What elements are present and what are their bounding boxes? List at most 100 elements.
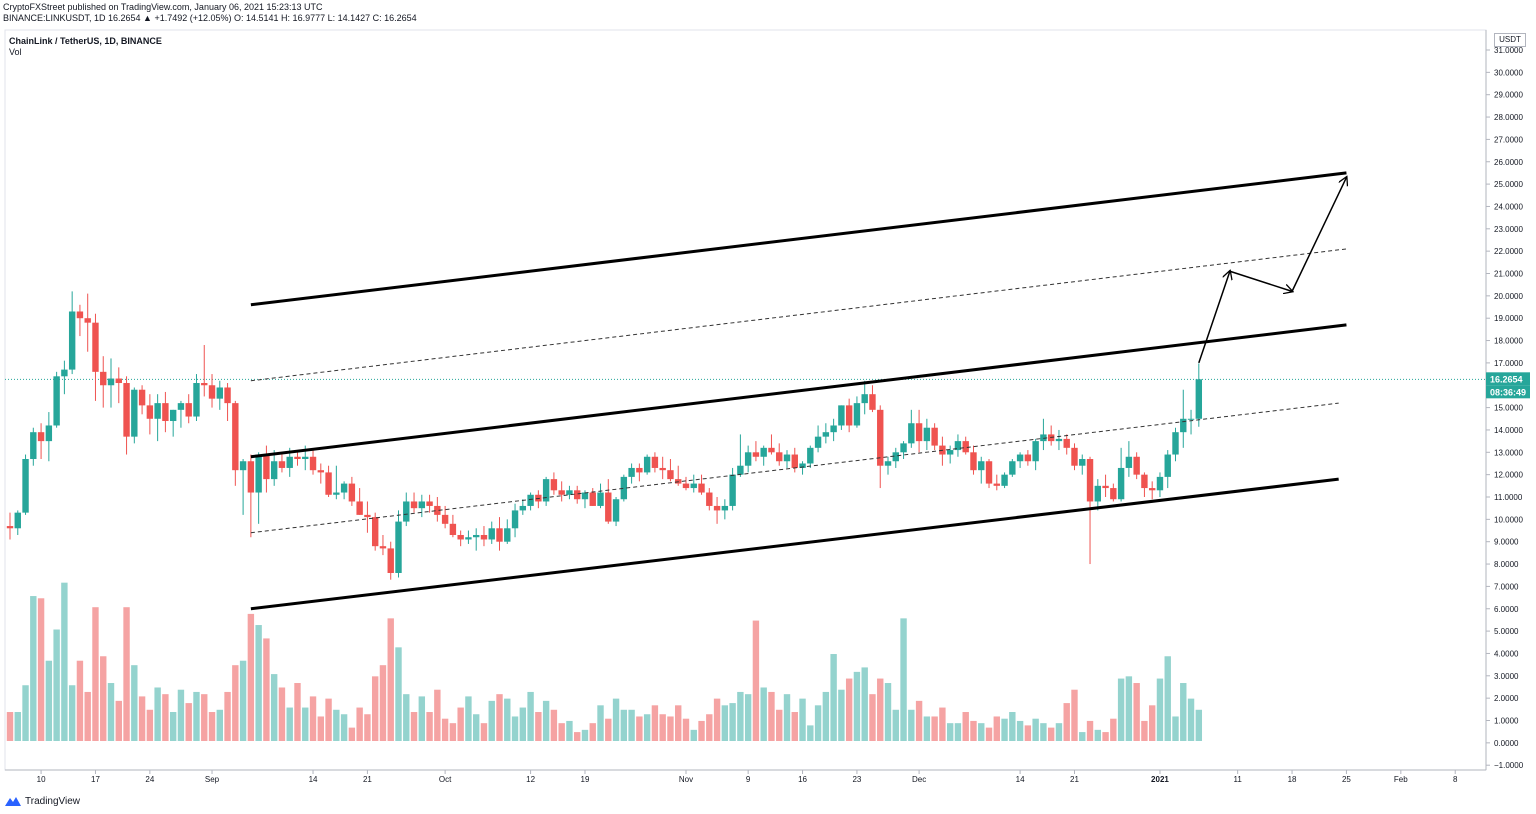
channel-line-lower[interactable]	[250, 477, 1339, 611]
volume-bar	[675, 705, 682, 741]
volume-bar	[558, 723, 565, 741]
volume-bar	[53, 629, 60, 741]
candle-body	[566, 490, 573, 495]
volume-bar	[908, 709, 915, 741]
volume-bar	[208, 712, 216, 741]
volume-bar	[418, 696, 426, 741]
candle-body	[861, 394, 868, 404]
volume-bar	[659, 714, 666, 741]
projection-arrow[interactable]	[1198, 271, 1230, 364]
volume-bar	[68, 685, 76, 741]
volume-bar	[457, 707, 464, 741]
candle-body	[869, 394, 876, 410]
y-tick-label: 18.0000	[1494, 337, 1523, 346]
volume-bar	[737, 691, 744, 741]
countdown-label: 08:36:49	[1490, 387, 1526, 397]
candle-body	[138, 389, 146, 406]
candle-body	[1086, 459, 1094, 502]
candle-body	[504, 528, 511, 542]
volume-bar	[698, 720, 705, 741]
candle-body	[480, 534, 488, 540]
candle-body	[651, 456, 659, 468]
volume-bar	[379, 665, 387, 741]
candle-body	[993, 483, 1000, 486]
volume-bar	[814, 705, 822, 741]
candle-body	[1016, 454, 1024, 462]
projection-arrow[interactable]	[1229, 270, 1292, 291]
volume-bar	[605, 718, 612, 741]
volume-bar	[581, 729, 589, 741]
candle-body	[100, 371, 107, 386]
volume-bar	[364, 714, 371, 741]
y-tick-label: 15.0000	[1494, 404, 1523, 413]
candle-body	[356, 501, 363, 515]
candle-body	[1141, 474, 1148, 489]
volume-bar	[107, 683, 115, 741]
x-tick-label: 14	[309, 775, 318, 784]
volume-bar	[426, 712, 433, 741]
candle-body	[1071, 447, 1078, 466]
candle-body	[92, 322, 99, 372]
candle-body	[1180, 418, 1187, 433]
candle-body	[1125, 456, 1133, 468]
volume-bar	[900, 618, 907, 741]
candle-body	[737, 465, 744, 475]
projection-arrow[interactable]	[1291, 177, 1346, 292]
y-tick-label: 5.0000	[1494, 627, 1519, 636]
candle-body	[698, 483, 705, 493]
volume-bar	[14, 712, 21, 741]
volume-bar	[690, 729, 697, 741]
candle-body	[403, 501, 410, 522]
candle-body	[45, 425, 53, 442]
channel-line-middle[interactable]	[250, 323, 1347, 459]
volume-bar	[395, 647, 402, 741]
y-tick-label: 13.0000	[1494, 448, 1523, 457]
volume-bar	[799, 698, 806, 741]
y-tick-label: 23.0000	[1494, 225, 1523, 234]
candle-body	[379, 546, 387, 549]
volume-bar	[22, 685, 29, 741]
candle-body	[294, 456, 301, 460]
tradingview-brand[interactable]: TradingView	[4, 795, 80, 807]
x-tick-label: 24	[145, 775, 154, 784]
y-tick-label: 27.0000	[1494, 135, 1523, 144]
candle-body	[1055, 438, 1063, 442]
volume-bar	[636, 716, 643, 741]
channel-line-upper[interactable]	[250, 171, 1347, 307]
x-tick-label: 14	[1016, 775, 1025, 784]
candle-body	[6, 526, 14, 529]
volume-bar	[1032, 718, 1039, 741]
y-tick-label: 24.0000	[1494, 202, 1523, 211]
volume-bar	[441, 718, 449, 741]
volume-bar	[729, 703, 736, 741]
candle-body	[286, 456, 293, 468]
volume-bar	[760, 687, 767, 741]
volume-bar	[1009, 712, 1016, 741]
volume-label[interactable]: Vol	[9, 47, 22, 57]
volume-bar	[1187, 698, 1195, 741]
y-tick-label: 10.0000	[1494, 515, 1523, 524]
candle-body	[985, 461, 993, 484]
channel-midline[interactable]	[250, 402, 1339, 534]
y-tick-label: 11.0000	[1494, 493, 1523, 502]
y-tick-label: 2.0000	[1494, 694, 1519, 703]
publish-info: CryptoFXStreet published on TradingView.…	[3, 2, 323, 12]
volume-bar	[1086, 720, 1094, 741]
channel-midline[interactable]	[250, 248, 1347, 382]
candle-body	[1195, 379, 1203, 419]
volume-bar	[154, 687, 161, 741]
candle-body	[333, 492, 340, 495]
candle-body	[915, 423, 923, 442]
currency-unit-button[interactable]: USDT	[1494, 33, 1526, 47]
candle-body	[1063, 438, 1070, 448]
volume-bar	[193, 691, 200, 741]
volume-bar	[597, 705, 604, 741]
y-tick-label: 28.0000	[1494, 113, 1523, 122]
volume-bar	[1125, 676, 1133, 741]
symbol-title[interactable]: ChainLink / TetherUS, 1D, BINANCE	[9, 36, 162, 46]
volume-bar	[853, 671, 861, 741]
candle-body	[706, 492, 713, 506]
candle-body	[457, 534, 464, 540]
volume-bar	[993, 716, 1000, 741]
